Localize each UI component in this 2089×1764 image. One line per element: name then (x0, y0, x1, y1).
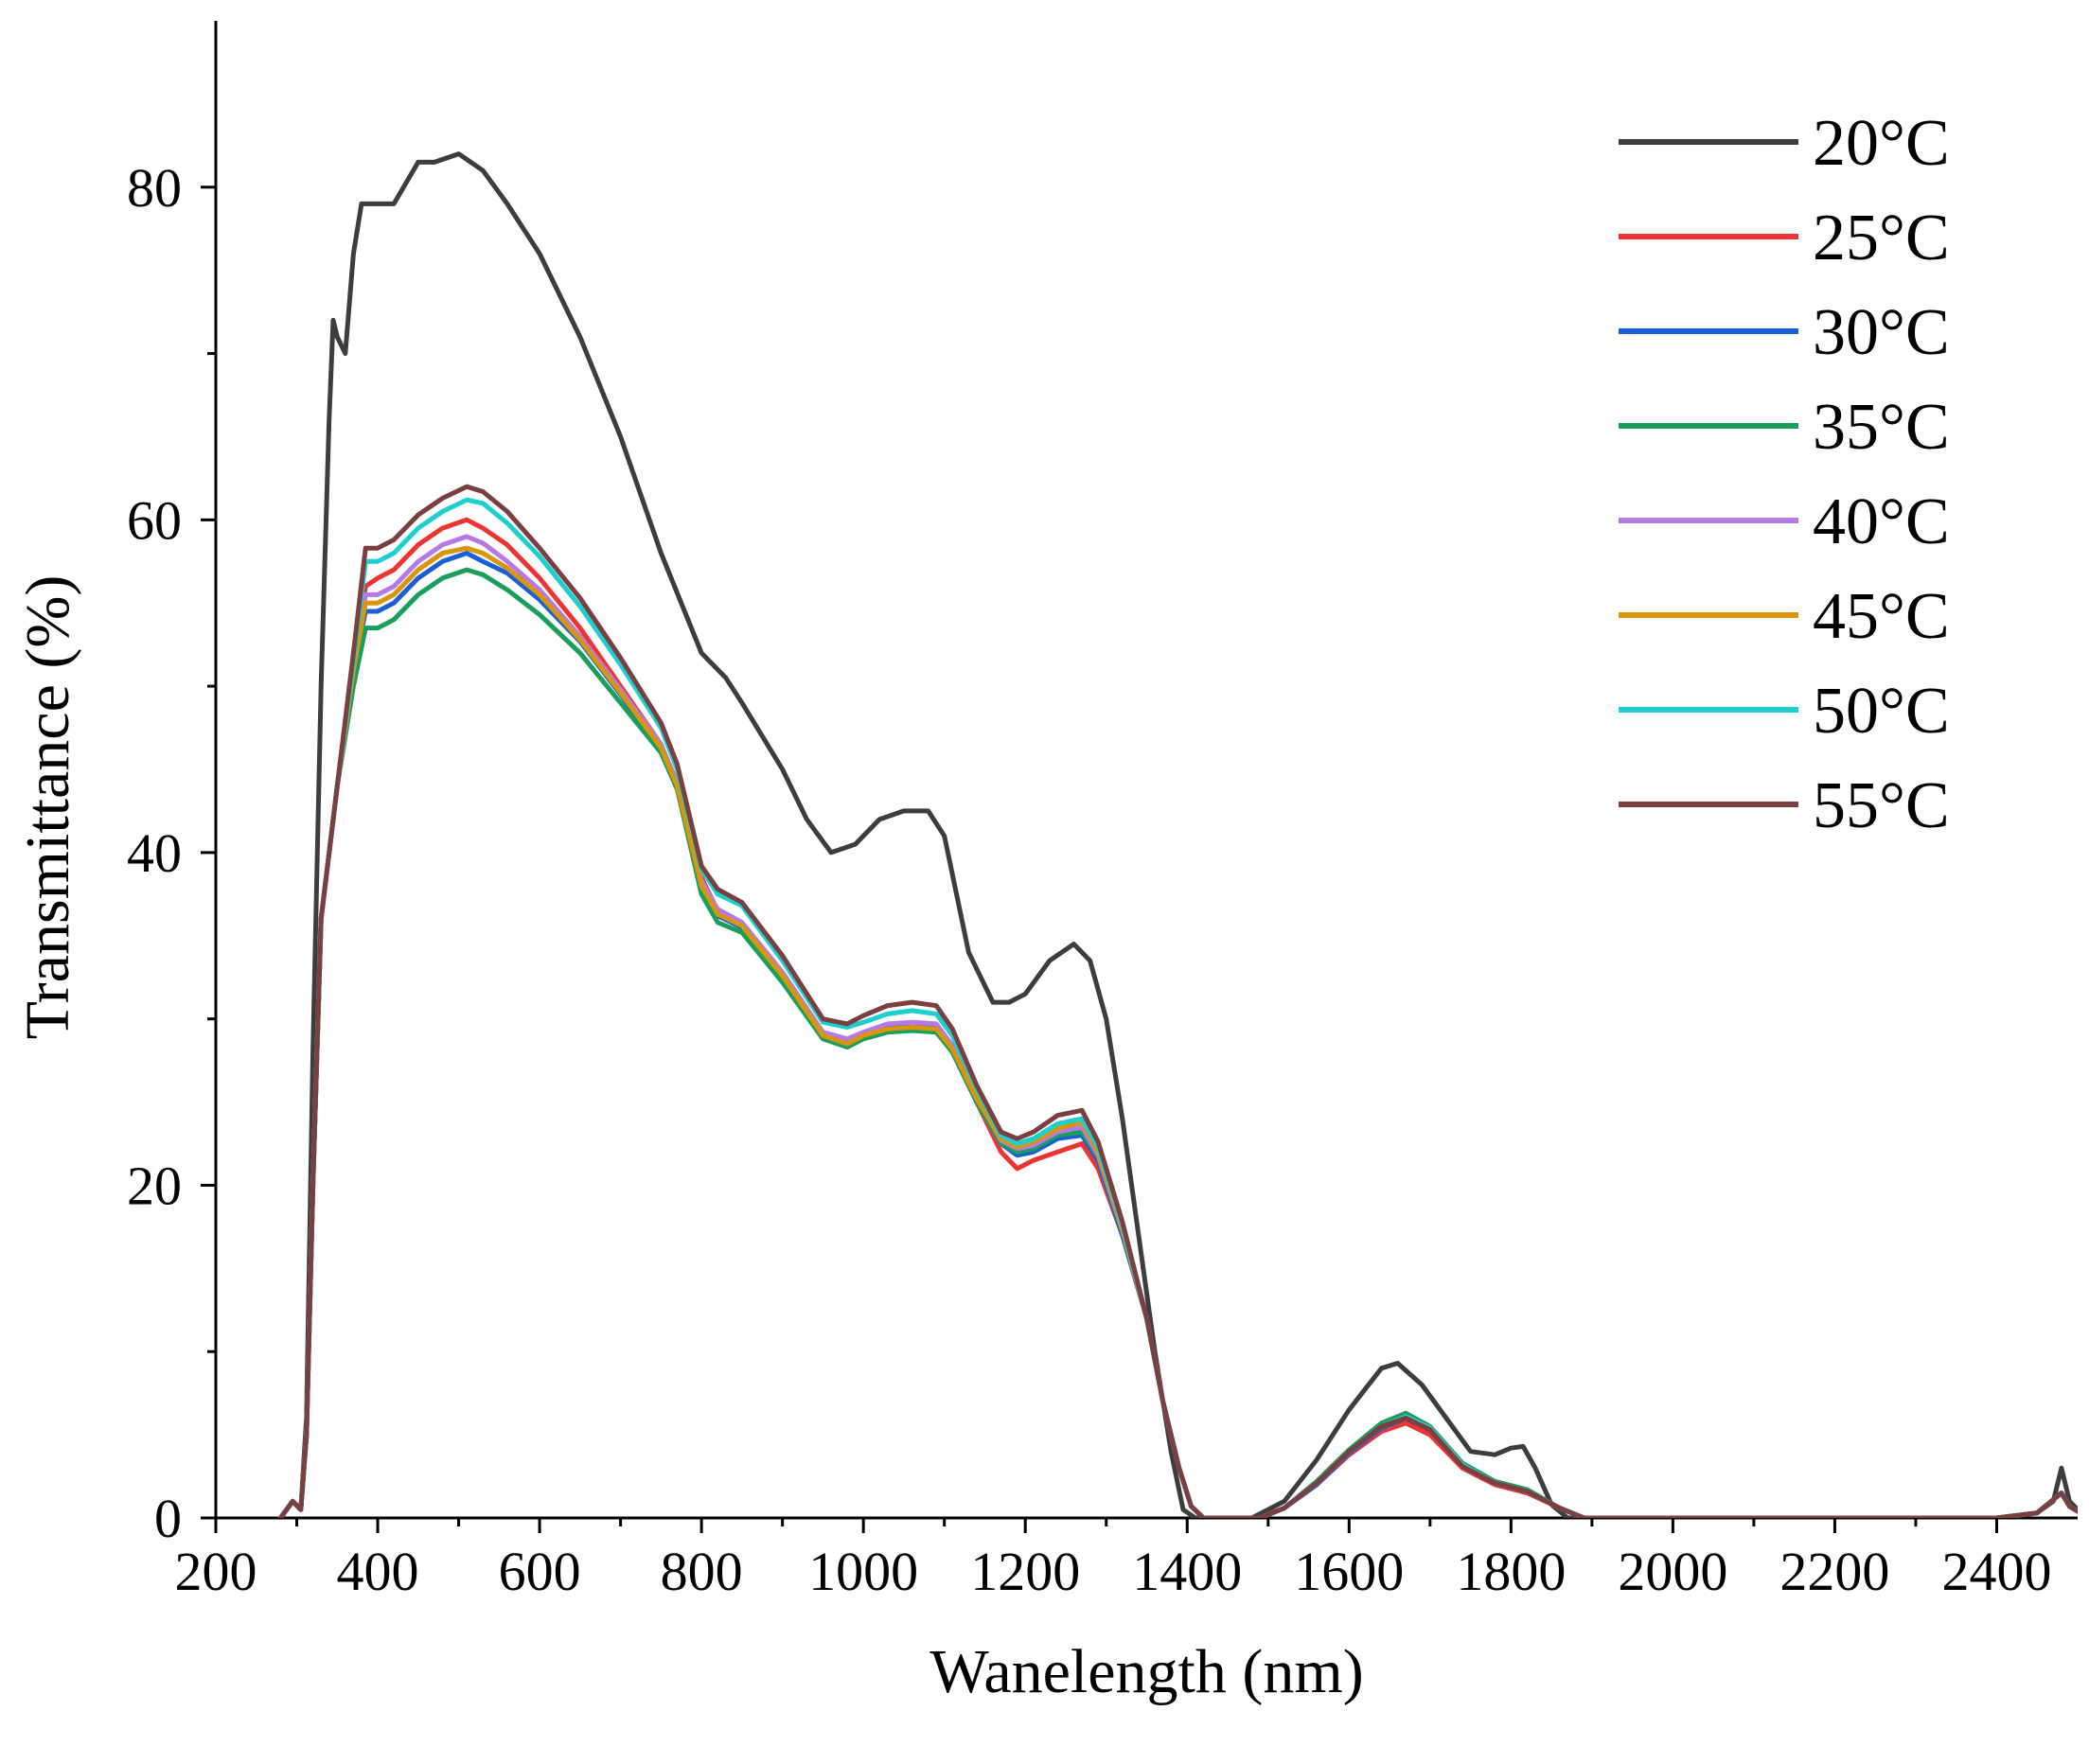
y-tick-label: 0 (154, 1488, 182, 1549)
series-line-30c (277, 551, 2078, 1518)
x-tick-label: 800 (661, 1541, 743, 1602)
y-tick-label: 80 (127, 157, 182, 219)
series-lines (277, 151, 2078, 1518)
y-tick-label: 20 (127, 1155, 182, 1216)
x-tick-label: 2400 (1941, 1541, 2051, 1602)
x-tick-label: 2200 (1779, 1541, 1889, 1602)
legend-label: 45°C (1813, 580, 1950, 653)
legend-label: 20°C (1813, 107, 1950, 180)
series-line-45c (277, 545, 2078, 1518)
y-axis-title: Transmittance (%) (13, 575, 82, 1040)
x-tick-label: 400 (337, 1541, 419, 1602)
x-tick-label: 600 (499, 1541, 581, 1602)
legend-label: 50°C (1813, 675, 1950, 748)
x-tick-label: 1200 (970, 1541, 1080, 1602)
series-line-35c (277, 567, 2078, 1518)
x-tick-label: 1600 (1294, 1541, 1404, 1602)
series-line-20c (277, 151, 2078, 1518)
series-line-25c (277, 517, 2078, 1518)
legend: 20°C 25°C 30°C 35°C 40°C 45°C 50°C 55°C (1619, 107, 1950, 842)
x-tick-label: 1800 (1456, 1541, 1566, 1602)
x-tick-label: 200 (175, 1541, 257, 1602)
x-axis-title: Wanelength (nm) (929, 1637, 1363, 1706)
x-tick-label: 1000 (808, 1541, 918, 1602)
legend-label: 30°C (1813, 296, 1950, 369)
legend-label: 40°C (1813, 485, 1950, 558)
legend-label: 55°C (1813, 769, 1950, 842)
y-tick-label: 60 (127, 489, 182, 551)
series-line-40c (277, 534, 2078, 1518)
legend-label: 35°C (1813, 391, 1950, 464)
x-tick-label: 2000 (1618, 1541, 1727, 1602)
axes: 200 400 600 800 1000 1200 1400 1600 1800 2000 2200… (127, 21, 2078, 1602)
legend-label: 25°C (1813, 202, 1950, 274)
x-tick-label: 1400 (1132, 1541, 1242, 1602)
y-tick-label: 40 (127, 822, 182, 884)
series-line-55c (277, 484, 2078, 1518)
series-line-50c (277, 497, 2078, 1518)
